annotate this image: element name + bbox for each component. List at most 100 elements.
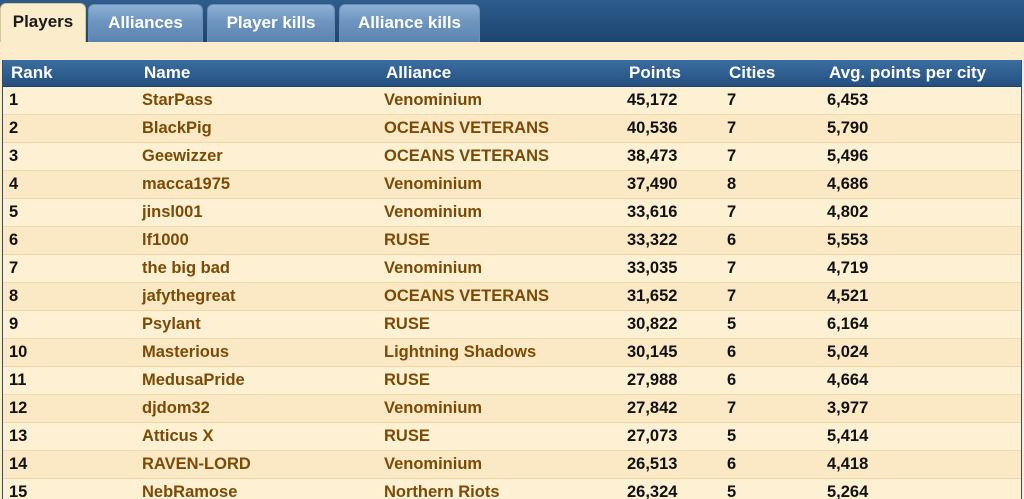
alliance-name-link[interactable]: Northern Riots bbox=[384, 483, 500, 499]
cell-rank: 5 bbox=[9, 203, 19, 221]
alliance-name-link[interactable]: Venominium bbox=[384, 455, 483, 473]
cell-rank: 1 bbox=[3, 86, 136, 115]
cell-avg-points: 4,664 bbox=[821, 366, 1021, 395]
cell-avg-points: 6,453 bbox=[821, 86, 1021, 115]
alliance-name-link[interactable]: Venominium bbox=[384, 399, 483, 417]
cell-rank: 14 bbox=[3, 450, 136, 479]
player-name-cell: BlackPig bbox=[136, 114, 378, 143]
table-row: 7 the big bad Venominium 33,035 7 4,719 bbox=[3, 254, 1021, 283]
alliance-name-cell: Venominium bbox=[378, 170, 621, 199]
table-row: 13 Atticus X RUSE 27,073 5 5,414 bbox=[3, 422, 1021, 451]
cell-points: 33,616 bbox=[621, 198, 721, 227]
alliance-name-link[interactable]: Venominium bbox=[384, 175, 483, 193]
alliance-name-link[interactable]: Lightning Shadows bbox=[384, 343, 537, 361]
tab-alliance-kills[interactable]: Alliance kills bbox=[339, 4, 480, 42]
tab-bar: Players Alliances Player kills Alliance … bbox=[0, 0, 1024, 43]
player-name-link[interactable]: Psylant bbox=[142, 315, 201, 333]
cell-avg-points: 4,686 bbox=[827, 175, 869, 193]
player-name-link[interactable]: Geewizzer bbox=[142, 147, 223, 165]
cell-avg-points: 4,418 bbox=[827, 455, 869, 473]
alliance-name-link[interactable]: OCEANS VETERANS bbox=[384, 119, 550, 137]
cell-avg-points: 4,418 bbox=[821, 450, 1021, 479]
header-cities[interactable]: Cities bbox=[721, 60, 821, 87]
player-name-link[interactable]: BlackPig bbox=[142, 119, 212, 137]
header-points[interactable]: Points bbox=[621, 60, 721, 87]
player-name-link[interactable]: the big bad bbox=[142, 259, 230, 277]
alliance-name-link[interactable]: RUSE bbox=[384, 231, 430, 249]
player-name-link[interactable]: macca1975 bbox=[142, 175, 231, 193]
cell-cities: 6 bbox=[727, 371, 737, 389]
player-name-link[interactable]: Masterious bbox=[142, 343, 230, 361]
player-name-link[interactable]: MedusaPride bbox=[142, 371, 245, 389]
cell-cities: 7 bbox=[727, 399, 737, 417]
cell-points: 26,513 bbox=[627, 455, 678, 473]
cell-points: 45,172 bbox=[621, 86, 721, 115]
header-alliance[interactable]: Alliance bbox=[378, 60, 621, 87]
alliance-name-link[interactable]: RUSE bbox=[384, 371, 430, 389]
player-name-cell: Masterious bbox=[136, 338, 378, 367]
cell-points: 38,473 bbox=[627, 147, 678, 165]
cell-rank: 7 bbox=[3, 254, 136, 283]
cell-points: 26,324 bbox=[627, 483, 678, 499]
player-name-cell: Psylant bbox=[136, 310, 378, 339]
cell-cities: 7 bbox=[721, 142, 821, 171]
alliance-name-link[interactable]: Venominium bbox=[384, 203, 483, 221]
cell-cities: 6 bbox=[721, 450, 821, 479]
tab-alliances[interactable]: Alliances bbox=[88, 4, 203, 42]
player-name-link[interactable]: NebRamose bbox=[142, 483, 238, 499]
alliance-name-link[interactable]: OCEANS VETERANS bbox=[384, 287, 550, 305]
player-name-link[interactable]: djdom32 bbox=[142, 399, 210, 417]
alliance-name-link[interactable]: RUSE bbox=[384, 427, 430, 445]
header-name[interactable]: Name bbox=[136, 60, 378, 87]
alliance-name-cell: RUSE bbox=[378, 310, 621, 339]
table-row: 10 Masterious Lightning Shadows 30,145 6 5,02… bbox=[3, 338, 1021, 367]
cell-avg-points: 5,496 bbox=[821, 142, 1021, 171]
alliance-name-link[interactable]: Venominium bbox=[384, 259, 483, 277]
cell-cities: 7 bbox=[721, 254, 821, 283]
cell-rank: 9 bbox=[9, 315, 19, 333]
header-rank[interactable]: Rank bbox=[3, 60, 136, 87]
player-name-cell: RAVEN-LORD bbox=[136, 450, 378, 479]
cell-cities: 8 bbox=[727, 175, 737, 193]
player-name-link[interactable]: jafythegreat bbox=[142, 287, 236, 305]
alliance-name-link[interactable]: Venominium bbox=[384, 91, 483, 109]
player-name-cell: macca1975 bbox=[136, 170, 378, 199]
alliance-name-cell: RUSE bbox=[378, 366, 621, 395]
cell-avg-points: 6,453 bbox=[827, 91, 869, 109]
table-row: 4 macca1975 Venominium 37,490 8 4,686 bbox=[3, 170, 1021, 199]
cell-cities: 7 bbox=[727, 91, 737, 109]
cell-points: 26,513 bbox=[621, 450, 721, 479]
cell-rank: 8 bbox=[9, 287, 19, 305]
cell-rank: 14 bbox=[9, 455, 28, 473]
player-name-link[interactable]: jinsl001 bbox=[142, 203, 203, 221]
player-name-link[interactable]: RAVEN-LORD bbox=[142, 455, 251, 473]
cell-avg-points: 4,521 bbox=[827, 287, 869, 305]
cell-rank: 12 bbox=[9, 399, 28, 417]
cell-rank: 2 bbox=[9, 119, 19, 137]
table-row: 1 StarPass Venominium 45,172 7 6,453 bbox=[3, 86, 1021, 115]
tab-players[interactable]: Players bbox=[0, 3, 86, 43]
alliance-name-link[interactable]: RUSE bbox=[384, 315, 430, 333]
tab-player-kills[interactable]: Player kills bbox=[207, 4, 335, 42]
table-body: 1 StarPass Venominium 45,172 7 6,453 2 BlackPig… bbox=[3, 86, 1021, 499]
cell-cities: 7 bbox=[721, 114, 821, 143]
cell-avg-points: 5,414 bbox=[827, 427, 869, 445]
cell-points: 27,842 bbox=[621, 394, 721, 423]
alliance-name-cell: RUSE bbox=[378, 422, 621, 451]
table-row: 6 lf1000 RUSE 33,322 6 5,553 bbox=[3, 226, 1021, 255]
header-avg-points-per-city[interactable]: Avg. points per city bbox=[821, 60, 1021, 87]
table-row: 15 NebRamose Northern Riots 26,324 5 5,264 bbox=[3, 478, 1021, 499]
cell-avg-points: 3,977 bbox=[821, 394, 1021, 423]
cell-points: 33,035 bbox=[627, 259, 678, 277]
player-name-link[interactable]: Atticus X bbox=[142, 427, 214, 445]
player-name-link[interactable]: lf1000 bbox=[142, 231, 189, 249]
player-name-link[interactable]: StarPass bbox=[142, 91, 213, 109]
cell-points: 33,035 bbox=[621, 254, 721, 283]
cell-avg-points: 5,553 bbox=[821, 226, 1021, 255]
table-row: 9 Psylant RUSE 30,822 5 6,164 bbox=[3, 310, 1021, 339]
cell-cities: 6 bbox=[727, 343, 737, 361]
alliance-name-link[interactable]: OCEANS VETERANS bbox=[384, 147, 550, 165]
cell-points: 27,988 bbox=[621, 366, 721, 395]
cell-avg-points: 5,553 bbox=[827, 231, 869, 249]
alliance-name-cell: OCEANS VETERANS bbox=[378, 114, 621, 143]
